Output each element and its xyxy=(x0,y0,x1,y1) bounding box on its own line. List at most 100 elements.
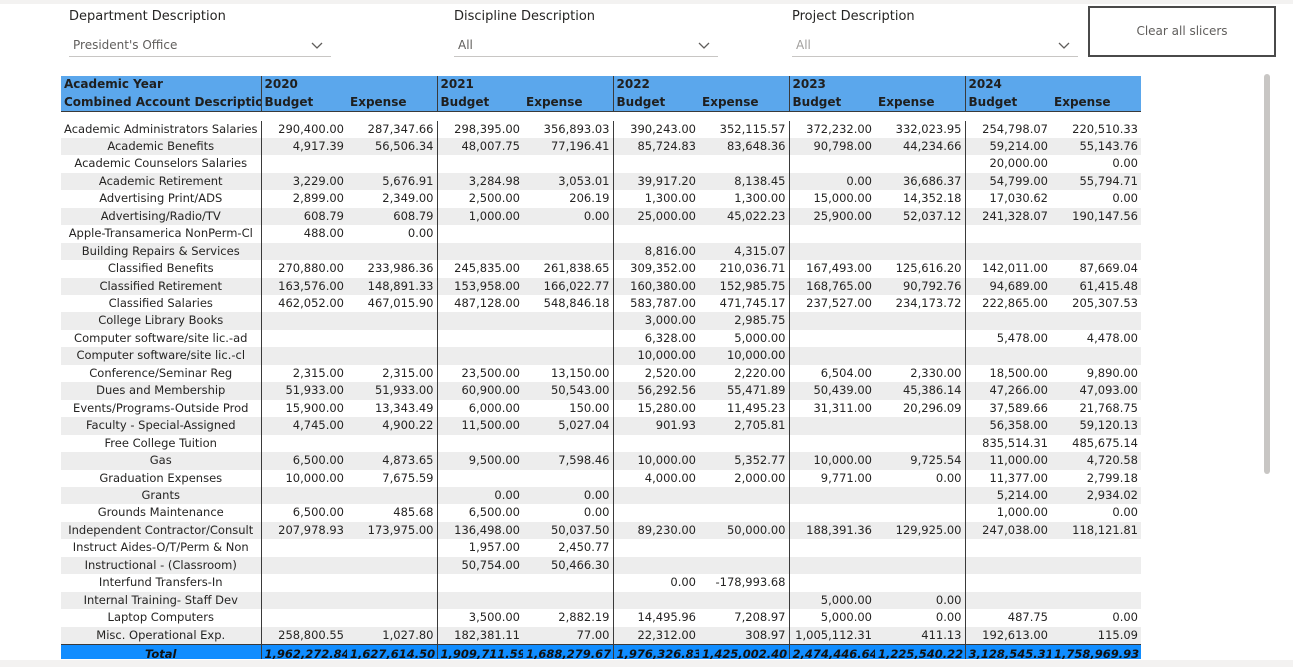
expense-cell xyxy=(347,330,437,347)
budget-cell: 241,328.07 xyxy=(964,207,1051,226)
table-row[interactable]: Academic Counselors Salaries 20,000.00 0.0… xyxy=(61,155,1141,173)
table-row[interactable]: Dues and Membership 51,933.00 51,933.00 60,… xyxy=(61,382,1141,400)
expense-cell xyxy=(875,539,965,556)
expense-cell: 287,347.66 xyxy=(367,121,434,136)
table-row[interactable]: Classified Benefits 270,880.00 233,986.36 2… xyxy=(61,260,1141,278)
expense-cell xyxy=(699,435,789,452)
budget-header[interactable]: Budget xyxy=(964,93,1051,112)
discipline-dropdown[interactable]: All xyxy=(454,33,718,57)
expense-cell: 220,510.33 xyxy=(1072,121,1138,136)
table-row[interactable]: Grounds Maintenance 6,500.00 485.68 6,500.0… xyxy=(61,504,1141,522)
table-row[interactable]: Computer software/site lic.-ad 6,328.00 5,… xyxy=(61,329,1141,348)
expense-cell: 485,675.14 xyxy=(1072,435,1138,450)
scrollbar-thumb[interactable] xyxy=(1264,74,1270,474)
project-dropdown[interactable]: All xyxy=(792,33,1078,57)
expense-cell xyxy=(347,435,437,452)
budget-cell: 188,391.36 xyxy=(788,521,875,540)
budget-header[interactable]: Budget xyxy=(436,93,523,112)
expense-header[interactable]: Expense xyxy=(699,93,789,112)
account-label: Grants xyxy=(61,487,261,505)
budget-cell: 90,798.00 xyxy=(788,137,875,156)
table-row[interactable]: Misc. Operational Exp. 258,800.55 1,027.80… xyxy=(61,626,1141,645)
budget-cell xyxy=(964,574,1051,592)
expense-cell: 205,307.53 xyxy=(1072,296,1138,311)
expense-cell xyxy=(347,556,437,575)
year-header[interactable]: 2022 xyxy=(612,76,789,94)
budget-cell: 3,500.00 xyxy=(436,609,523,627)
row-header-account[interactable]: Combined Account Description xyxy=(61,93,261,112)
table-row[interactable]: Gas 6,500.00 4,873.65 9,500.00 7,598.46 10,00… xyxy=(61,452,1141,470)
table-row[interactable]: Interfund Transfers-In 0.00 -178,993.68 xyxy=(61,574,1141,592)
table-row[interactable]: Conference/Seminar Reg 2,315.00 2,315.00 23… xyxy=(61,364,1141,383)
table-row[interactable]: Advertising Print/ADS 2,899.00 2,349.00 2,5… xyxy=(61,190,1141,208)
table-row[interactable]: Classified Retirement 163,576.00 148,891.3… xyxy=(61,277,1141,296)
budget-header[interactable]: Budget xyxy=(260,93,347,112)
expense-cell: 4,315.07 xyxy=(699,242,789,261)
budget-header[interactable]: Budget xyxy=(788,93,875,112)
table-row[interactable]: Instructional - (Classroom) 50,754.00 50,4… xyxy=(61,556,1141,575)
table-row[interactable]: Classified Salaries 462,052.00 467,015.90 4… xyxy=(61,295,1141,313)
expense-cell xyxy=(699,225,789,242)
expense-cell xyxy=(523,312,613,330)
account-label: Advertising/Radio/TV xyxy=(61,207,261,226)
table-row[interactable]: Independent Contractor/Consult 207,978.93… xyxy=(61,521,1141,540)
budget-cell: 6,500.00 xyxy=(436,504,523,522)
table-row[interactable]: Events/Programs-Outside Prod 15,900.00 13,… xyxy=(61,399,1141,418)
budget-cell: 3,000.00 xyxy=(612,312,699,330)
expense-cell: 1,225,540.22 xyxy=(875,644,965,659)
budget-cell: 11,500.00 xyxy=(436,417,523,435)
expense-header[interactable]: Expense xyxy=(523,93,613,112)
expense-header[interactable]: Expense xyxy=(1051,93,1141,112)
table-row[interactable]: Academic Retirement 3,229.00 5,676.91 3,284… xyxy=(61,172,1141,191)
table-row[interactable]: Academic Administrators Salaries 290,400.… xyxy=(61,120,1141,138)
budget-cell: 290,400.00 xyxy=(260,120,347,138)
clear-all-slicers-button[interactable]: Clear all slicers xyxy=(1088,6,1276,57)
account-label: Dues and Membership xyxy=(61,382,261,400)
year-header[interactable]: 2023 xyxy=(788,76,965,94)
expense-cell xyxy=(699,155,789,172)
account-label: Academic Counselors Salaries xyxy=(74,156,248,171)
expense-header[interactable]: Expense xyxy=(875,93,965,112)
year-header[interactable]: 2021 xyxy=(436,76,613,94)
account-label: Classified Benefits xyxy=(107,261,214,276)
table-row[interactable]: College Library Books 3,000.00 2,985.75 xyxy=(61,312,1141,330)
row-header-academic-year[interactable]: Academic Year xyxy=(61,76,261,94)
budget-cell: 50,439.00 xyxy=(788,382,875,400)
budget-cell: 2,899.00 xyxy=(260,190,347,208)
expense-cell xyxy=(1051,312,1141,330)
table-row[interactable]: Apple-Transamerica NonPerm-Cl 488.00 0.00 xyxy=(61,225,1141,243)
table-row[interactable]: Advertising/Radio/TV 608.79 608.79 1,000.00… xyxy=(61,207,1141,226)
budget-cell xyxy=(260,329,347,348)
table-row[interactable]: Computer software/site lic.-cl 10,000.00 1… xyxy=(61,347,1141,365)
total-row[interactable]: Total 1,962,272.84 1,627,614.50 1,909,711.5… xyxy=(61,644,1141,659)
table-row[interactable]: Free College Tuition 835,514.31 485,675.14 xyxy=(61,434,1141,453)
budget-cell: 6,000.00 xyxy=(436,399,523,418)
department-dropdown[interactable]: President's Office xyxy=(69,33,331,57)
table-row[interactable]: Building Repairs & Services 8,816.00 4,315… xyxy=(61,242,1141,261)
table-row[interactable]: Academic Benefits 4,917.39 56,506.34 48,007… xyxy=(61,137,1141,156)
year-header[interactable]: 2024 xyxy=(964,76,1141,94)
budget-cell: 51,933.00 xyxy=(260,382,347,400)
expense-cell: 2,349.00 xyxy=(382,191,434,206)
account-label: Classified Retirement xyxy=(61,277,261,296)
expense-header[interactable]: Expense xyxy=(347,93,437,112)
chevron-down-icon xyxy=(698,42,710,49)
budget-cell: 136,498.00 xyxy=(436,521,523,540)
account-label: Building Repairs & Services xyxy=(61,242,261,261)
table-row[interactable]: Internal Training- Staff Dev 5,000.00 0.00 xyxy=(61,591,1141,610)
expense-cell: 2,220.00 xyxy=(734,365,786,380)
expense-cell xyxy=(347,312,437,330)
table-row[interactable]: Instruct Aides-O/T/Perm & Non 1,957.00 2,4… xyxy=(61,539,1141,557)
table-row[interactable]: Faculty - Special-Assigned 4,745.00 4,900.… xyxy=(61,417,1141,435)
year-header[interactable]: 2020 xyxy=(260,76,437,94)
budget-cell: 6,328.00 xyxy=(612,329,699,348)
table-row[interactable]: Graduation Expenses 10,000.00 7,675.59 4,00… xyxy=(61,469,1141,488)
vertical-scrollbar[interactable] xyxy=(1264,74,1272,474)
expense-cell: 50,000.00 xyxy=(699,521,789,540)
budget-header[interactable]: Budget xyxy=(612,93,699,112)
budget-cell xyxy=(436,225,523,243)
budget-cell xyxy=(964,312,1051,330)
table-row[interactable]: Grants 0.00 0.00 5,214.00 2,934.02 xyxy=(61,487,1141,505)
table-row[interactable]: Laptop Computers 3,500.00 2,882.19 14,495.9… xyxy=(61,609,1141,627)
expense-cell xyxy=(875,330,965,347)
